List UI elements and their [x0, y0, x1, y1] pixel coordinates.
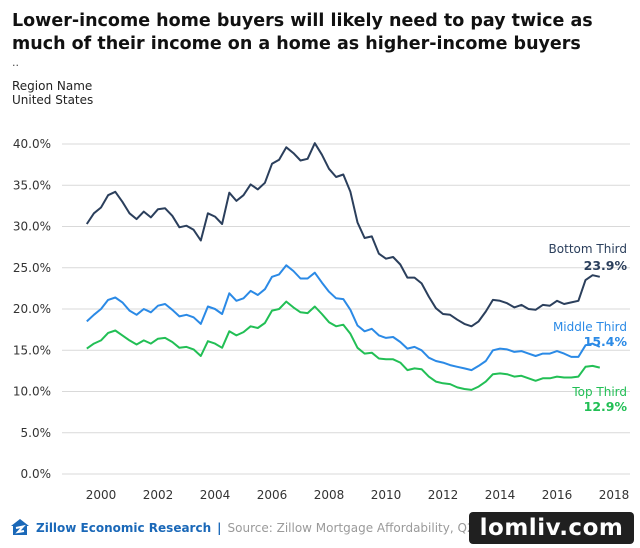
chart-subtitle: .. [12, 56, 19, 69]
series-name-label: Middle Third [553, 320, 627, 334]
y-tick-label: 20.0% [13, 302, 51, 316]
watermark: lomliv.com [469, 512, 634, 544]
x-tick-label: 2004 [200, 488, 231, 502]
zillow-logo-icon[interactable] [10, 518, 30, 539]
footer: Zillow Economic Research | Source: Zillo… [10, 518, 509, 538]
footer-source: Source: Zillow Mortgage Affordability, Q… [227, 521, 509, 535]
footer-brand[interactable]: Zillow Economic Research [36, 521, 212, 535]
series-end-value: 23.9% [584, 258, 628, 273]
x-tick-label: 2010 [371, 488, 402, 502]
x-tick-label: 2014 [485, 488, 516, 502]
series-name-label: Bottom Third [549, 242, 627, 256]
x-tick-label: 2000 [86, 488, 117, 502]
gridlines [62, 143, 630, 475]
x-tick-label: 2016 [542, 488, 573, 502]
series-end-value: 12.9% [584, 399, 628, 414]
y-tick-label: 30.0% [13, 220, 51, 234]
x-tick-label: 2006 [257, 488, 288, 502]
x-tick-label: 2002 [143, 488, 174, 502]
y-tick-label: 15.0% [13, 343, 51, 357]
y-tick-label: 0.0% [21, 467, 52, 481]
series-end-value: 15.4% [584, 334, 628, 349]
y-tick-label: 40.0% [13, 137, 51, 151]
x-axis-ticks: 2000 2002 2004 2006 2008 2010 2012 2014 2016 2018 [86, 488, 630, 502]
y-axis-ticks: 0.0% 5.0% 10.0% 15.0% 20.0% 25.0% 30.0% 35.0% 40… [13, 137, 51, 481]
y-tick-label: 35.0% [13, 178, 51, 192]
y-tick-label: 25.0% [13, 261, 51, 275]
series-line-2 [86, 300, 601, 391]
series-line-0 [85, 142, 601, 328]
series-name-label: Top Third [571, 385, 627, 399]
x-tick-label: 2018 [599, 488, 630, 502]
chart-title: Lower-income home buyers will likely nee… [12, 11, 593, 54]
filter-label: Region Name [12, 79, 93, 93]
filter-value[interactable]: United States [12, 93, 94, 107]
y-tick-label: 10.0% [13, 385, 51, 399]
x-tick-label: 2012 [428, 488, 459, 502]
footer-separator: | [217, 521, 222, 535]
y-tick-label: 5.0% [21, 426, 52, 440]
x-tick-label: 2008 [314, 488, 345, 502]
series-line-1 [86, 264, 601, 372]
series-lines [85, 142, 601, 391]
